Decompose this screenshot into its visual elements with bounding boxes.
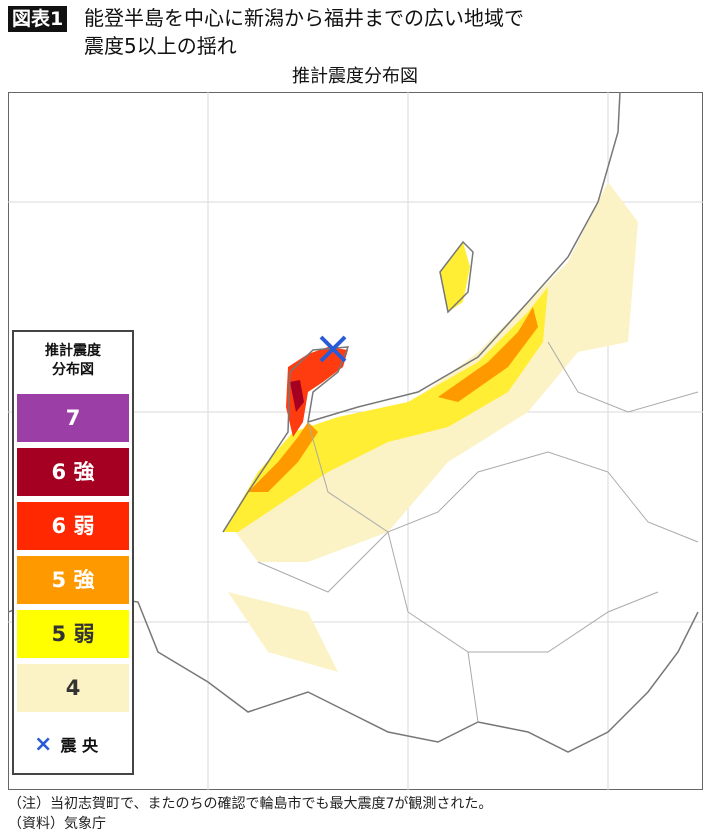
legend-item-5-weak: 5 弱: [17, 610, 129, 658]
title-line-2: 震度5以上の揺れ: [84, 34, 237, 58]
legend-item-5-strong: 5 強: [17, 556, 129, 604]
figure-title: 能登半島を中心に新潟から福井までの広い地域で 震度5以上の揺れ: [84, 4, 524, 60]
map-title: 推計震度分布図: [292, 66, 418, 87]
legend-title-line-1: 推計震度: [45, 343, 101, 359]
epicenter-marker: [319, 335, 347, 363]
legend: 推計震度分布図 7 6 強 6 弱 5 強 5 弱 4 × 震 央: [12, 330, 134, 775]
figure-badge: 図表1: [8, 6, 68, 32]
prefecture-borders: [257, 341, 699, 723]
legend-item-7: 7: [17, 394, 129, 442]
footnote-note: （注）当初志賀町で、またのちの確認で輪島市でも最大震度7が観測された。: [8, 796, 493, 812]
legend-item-4: 4: [17, 664, 129, 712]
legend-item-6-strong: 6 強: [17, 448, 129, 496]
intensity-6-strong-area: [290, 380, 304, 412]
epicenter-icon: ×: [34, 732, 53, 757]
legend-epicenter: × 震 央: [34, 732, 98, 757]
intensity-6-weak-area: [286, 347, 348, 437]
legend-title-line-2: 分布図: [52, 362, 94, 378]
legend-item-6-weak: 6 弱: [17, 502, 129, 550]
intensity-5-strong-area: [248, 307, 538, 492]
intensity-5-weak-area: [223, 242, 548, 532]
footnote: （注）当初志賀町で、またのちの確認で輪島市でも最大震度7が観測された。 （資料）気…: [8, 794, 492, 834]
footnote-source: （資料）気象庁: [8, 816, 106, 832]
legend-title: 推計震度 分布図: [14, 342, 132, 380]
epicenter-label: 震 央: [60, 736, 99, 755]
title-line-1: 能登半島を中心に新潟から福井までの広い地域で: [84, 6, 524, 30]
